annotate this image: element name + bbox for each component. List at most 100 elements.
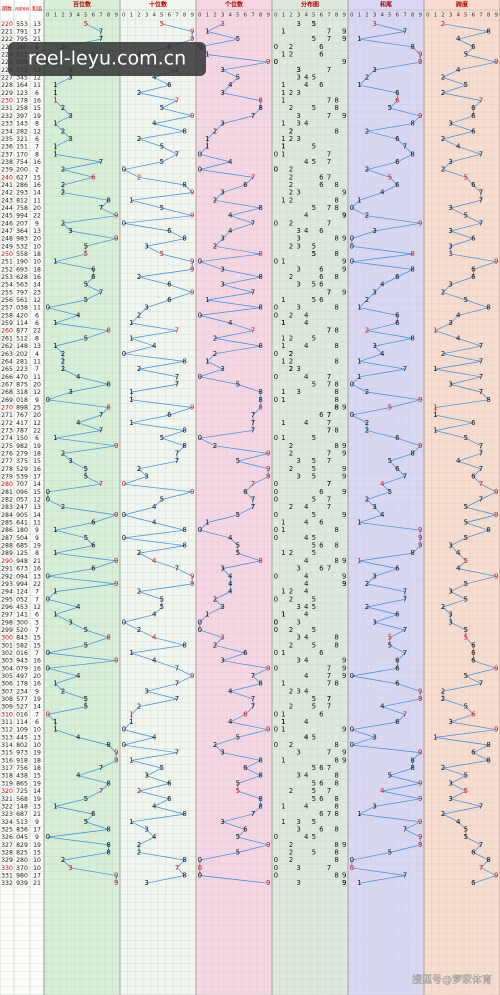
distribution-digit: 1 bbox=[281, 135, 285, 143]
sum: 18 bbox=[33, 765, 41, 772]
digit-marker: 4 bbox=[152, 519, 157, 527]
distribution-digit: 7 bbox=[327, 480, 331, 488]
digit-marker: 2 bbox=[137, 135, 141, 143]
issue: 273 bbox=[1, 427, 13, 434]
distribution-digit: 9 bbox=[342, 235, 346, 243]
distribution-digit: 5 bbox=[312, 496, 316, 504]
distribution-digit: 6 bbox=[319, 281, 324, 289]
distribution-digit: 8 bbox=[334, 304, 338, 312]
digit-marker: 3 bbox=[220, 235, 224, 243]
distribution-digit: 5 bbox=[312, 204, 316, 212]
digit-header: 8 bbox=[183, 13, 187, 19]
issue: 257 bbox=[1, 305, 13, 312]
draw-number: 520 bbox=[16, 627, 28, 634]
sum: 9 bbox=[35, 834, 39, 841]
draw-number: 420 bbox=[16, 312, 28, 319]
digit-marker: 5 bbox=[464, 212, 468, 220]
digit-marker: 6 bbox=[243, 649, 248, 657]
digit-marker: 5 bbox=[84, 465, 88, 473]
digit-marker: 0 bbox=[122, 726, 126, 734]
digit-marker: 7 bbox=[479, 802, 483, 810]
issue: 292 bbox=[1, 573, 13, 580]
distribution-digit: 8 bbox=[334, 235, 338, 243]
digit-marker: 8 bbox=[410, 334, 414, 342]
digit-marker: 6 bbox=[471, 181, 476, 189]
sum: 13 bbox=[33, 803, 41, 810]
sum: 19 bbox=[33, 443, 41, 450]
digit-marker: 4 bbox=[152, 120, 157, 128]
draw-number: 994 bbox=[16, 213, 28, 220]
sum: 20 bbox=[33, 205, 41, 212]
digit-marker: 0 bbox=[350, 411, 354, 419]
distribution-digit: 0 bbox=[274, 311, 278, 319]
issue: 284 bbox=[1, 512, 13, 519]
digit-marker: 1 bbox=[129, 756, 133, 764]
digit-marker: 3 bbox=[68, 457, 72, 465]
distribution-digit: 3 bbox=[296, 634, 300, 642]
issue: 294 bbox=[1, 589, 13, 596]
sum: 12 bbox=[33, 497, 41, 504]
issue: 242 bbox=[1, 190, 13, 197]
distribution-digit: 4 bbox=[304, 373, 309, 381]
digit-marker: 7 bbox=[479, 450, 483, 458]
digit-marker: 8 bbox=[258, 772, 262, 780]
footer-credit: 搜狐号@梦家体育 bbox=[412, 973, 492, 986]
digit-marker: 2 bbox=[213, 127, 217, 135]
digit-marker: 3 bbox=[448, 718, 452, 726]
digit-marker: 7 bbox=[403, 626, 407, 634]
digit-marker: 0 bbox=[198, 864, 202, 872]
digit-header: 4 bbox=[304, 13, 308, 19]
digit-marker: 9 bbox=[190, 189, 194, 197]
digit-marker: 5 bbox=[464, 634, 468, 642]
digit-marker: 5 bbox=[236, 542, 240, 550]
digit-header: 0 bbox=[46, 13, 50, 19]
distribution-digit: 3 bbox=[296, 388, 300, 396]
digit-marker: 5 bbox=[84, 534, 88, 542]
issue: 281 bbox=[1, 489, 13, 496]
distribution-digit: 3 bbox=[296, 66, 300, 74]
digit-marker: 6 bbox=[395, 434, 400, 442]
distribution-digit: 8 bbox=[334, 526, 338, 534]
distribution-digit: 3 bbox=[296, 304, 300, 312]
digit-marker: 7 bbox=[175, 695, 179, 703]
distribution-digit: 1 bbox=[281, 120, 285, 128]
sum: 9 bbox=[35, 535, 39, 542]
digit-marker: 8 bbox=[182, 542, 186, 550]
distribution-digit: 5 bbox=[312, 143, 316, 151]
distribution-digit: 8 bbox=[334, 848, 338, 856]
draw-number: 577 bbox=[16, 696, 28, 703]
digit-marker: 9 bbox=[190, 258, 194, 266]
digit-marker: 7 bbox=[251, 695, 255, 703]
distribution-digit: 6 bbox=[319, 795, 324, 803]
digit-marker: 0 bbox=[198, 856, 202, 864]
digit-marker: 4 bbox=[228, 687, 233, 695]
digit-marker: 1 bbox=[357, 557, 361, 565]
section-title: 分布图 bbox=[301, 1, 319, 9]
issue: 267 bbox=[1, 381, 13, 388]
digit-marker: 8 bbox=[106, 841, 110, 849]
distribution-digit: 7 bbox=[327, 672, 331, 680]
draw-number: 693 bbox=[16, 266, 28, 273]
sum: 16 bbox=[33, 274, 41, 281]
sum: 7 bbox=[35, 650, 39, 657]
digit-marker: 8 bbox=[486, 856, 490, 864]
digit-marker: 4 bbox=[380, 480, 385, 488]
sum: 6 bbox=[35, 312, 39, 319]
distribution-digit: 8 bbox=[334, 825, 338, 833]
distribution-digit: 4 bbox=[304, 212, 309, 220]
digit-marker: 9 bbox=[418, 534, 422, 542]
distribution-digit: 7 bbox=[327, 411, 331, 419]
distribution-digit: 4 bbox=[304, 342, 309, 350]
digit-marker: 5 bbox=[160, 434, 164, 442]
distribution-digit: 5 bbox=[312, 703, 316, 711]
digit-header: 0 bbox=[122, 13, 126, 19]
sum: 2 bbox=[35, 167, 39, 174]
digit-marker: 1 bbox=[53, 680, 57, 688]
digit-marker: 6 bbox=[167, 81, 172, 89]
digit-header: 1 bbox=[130, 13, 134, 19]
distribution-digit: 1 bbox=[281, 526, 285, 534]
digit-marker: 5 bbox=[236, 380, 240, 388]
digit-marker: 6 bbox=[167, 227, 172, 235]
distribution-digit: 3 bbox=[296, 235, 300, 243]
digit-marker: 8 bbox=[486, 28, 490, 36]
